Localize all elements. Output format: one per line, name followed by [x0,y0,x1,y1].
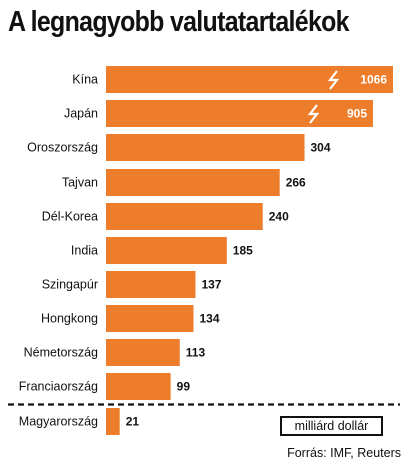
value-label: 137 [201,278,221,292]
value-label: 113 [186,346,206,360]
break-marker-icon [307,104,320,124]
category-label: Japán [64,107,98,121]
value-label: 185 [233,244,253,258]
value-label: 134 [200,312,220,326]
bar-India [106,237,227,264]
break-marker-icon [327,70,340,90]
bar-Szingapúr [106,271,196,298]
bar-Dél-Korea [106,203,263,230]
category-label: Szingapúr [42,278,98,292]
category-label: Németország [24,346,98,360]
bar-Magyarország [106,408,120,435]
bar-Japán [106,100,373,127]
value-label: 266 [286,176,306,190]
value-label: 905 [347,107,367,121]
value-label: 1066 [360,73,387,87]
value-label: 21 [126,415,140,429]
bar-Kína [106,66,393,93]
category-label: India [71,244,98,258]
category-label: Magyarország [19,415,98,429]
category-label: Oroszország [27,141,98,155]
category-label: Franciaország [19,380,98,394]
bar-Oroszország [106,134,305,161]
chart-title: A legnagyobb valutatartalékok [8,6,350,38]
unit-label: milliárd dollár [280,416,383,436]
category-label: Hongkong [41,312,98,326]
source-note: Forrás: IMF, Reuters [287,446,401,460]
bar-Hongkong [106,305,194,332]
value-label: 240 [269,210,289,224]
category-label: Tajvan [62,176,98,190]
value-label: 304 [311,141,331,155]
category-label: Dél-Korea [42,210,98,224]
bar-Németország [106,339,180,366]
bar-Tajvan [106,169,280,196]
bar-Franciaország [106,373,171,400]
value-label: 99 [177,380,191,394]
category-label: Kína [72,73,98,87]
